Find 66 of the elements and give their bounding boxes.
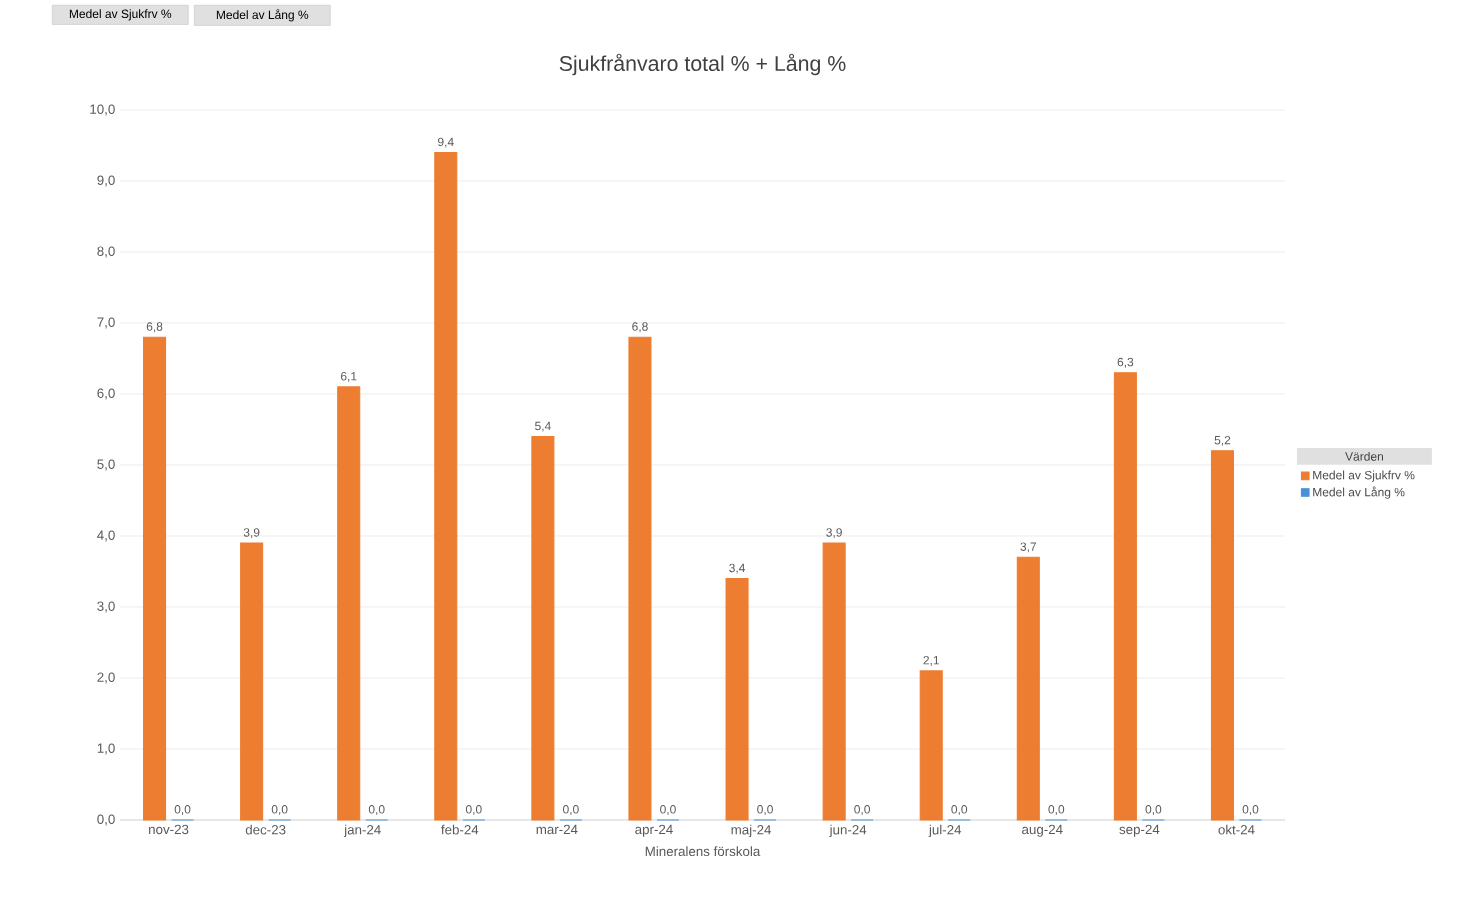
data-label: 0,0 bbox=[757, 805, 773, 815]
bar bbox=[1016, 556, 1040, 821]
x-tick-label: feb-24 bbox=[441, 824, 479, 835]
bar bbox=[919, 670, 943, 821]
legend-label: Medel av Lång % bbox=[1313, 486, 1405, 499]
legend-title: Värden bbox=[1345, 451, 1383, 461]
data-label: 0,0 bbox=[271, 805, 288, 815]
y-tick-label: 4,0 bbox=[97, 530, 115, 542]
x-tick-label: nov-23 bbox=[149, 824, 189, 835]
x-tick-label: jan-24 bbox=[343, 824, 381, 838]
y-tick-label: 2,0 bbox=[97, 672, 115, 684]
x-tick-label: okt-24 bbox=[1218, 824, 1255, 835]
y-tick-label: 9,0 bbox=[97, 175, 115, 187]
data-label: 3,9 bbox=[243, 528, 260, 539]
x-tick-label: aug-24 bbox=[1022, 824, 1063, 837]
x-tick-label: jun-24 bbox=[829, 824, 867, 838]
y-tick-label: 5,0 bbox=[97, 459, 115, 471]
y-tick-label: 0,0 bbox=[97, 814, 115, 826]
data-label: 0,0 bbox=[1145, 805, 1162, 815]
data-label: 6,8 bbox=[146, 322, 163, 333]
data-label: 2,1 bbox=[923, 655, 939, 666]
data-label: 0,0 bbox=[465, 805, 482, 815]
y-tick-label: 6,0 bbox=[97, 388, 115, 400]
x-axis-title: Mineralens förskola bbox=[645, 846, 761, 857]
data-label: 0,0 bbox=[951, 805, 968, 815]
text: Medel av Lång % bbox=[216, 9, 309, 22]
bar bbox=[337, 386, 361, 821]
data-label: 3,4 bbox=[729, 563, 746, 574]
data-label: 0,0 bbox=[368, 805, 385, 815]
legend-label: Medel av Sjukfrv % bbox=[1313, 470, 1415, 482]
bar bbox=[1210, 450, 1235, 821]
bar bbox=[240, 542, 264, 821]
data-label: 5,2 bbox=[1214, 435, 1231, 446]
bar bbox=[434, 152, 458, 821]
data-label: 5,4 bbox=[535, 421, 551, 432]
x-tick-label: dec-23 bbox=[245, 824, 286, 835]
bar bbox=[143, 336, 167, 821]
data-label: 3,9 bbox=[826, 528, 842, 539]
data-label: 6,8 bbox=[632, 322, 648, 333]
y-tick-label: 7,0 bbox=[97, 317, 115, 329]
y-tick-label: 10,0 bbox=[90, 104, 115, 116]
y-tick-label: 3,0 bbox=[97, 601, 115, 613]
bar bbox=[1113, 372, 1137, 821]
y-tick-label: 8,0 bbox=[97, 246, 115, 258]
data-label: 0,0 bbox=[1242, 805, 1259, 815]
data-label: 6,1 bbox=[340, 371, 357, 382]
data-label: 0,0 bbox=[563, 805, 579, 815]
chart-title: Sjukfrånvaro total % + Lång % bbox=[559, 53, 846, 76]
bar bbox=[822, 542, 846, 821]
bar bbox=[725, 578, 749, 821]
data-label: 6,3 bbox=[1117, 357, 1134, 368]
bar bbox=[531, 436, 555, 821]
x-tick-label: sep-24 bbox=[1119, 824, 1160, 837]
x-tick-label: maj-24 bbox=[731, 824, 772, 838]
text: Medel av Sjukfrv % bbox=[69, 9, 172, 21]
data-label: 0,0 bbox=[660, 805, 676, 815]
data-label: 0,0 bbox=[174, 805, 191, 815]
data-label: 0,0 bbox=[854, 805, 871, 815]
x-tick-label: mar-24 bbox=[536, 824, 578, 835]
y-tick-label: 1,0 bbox=[97, 743, 115, 755]
data-label: 9,4 bbox=[438, 137, 454, 148]
bar bbox=[628, 336, 652, 821]
x-tick-label: jul-24 bbox=[928, 824, 962, 838]
data-label: 3,7 bbox=[1020, 542, 1037, 553]
x-tick-label: apr-24 bbox=[635, 824, 673, 837]
data-label: 0,0 bbox=[1048, 805, 1065, 815]
